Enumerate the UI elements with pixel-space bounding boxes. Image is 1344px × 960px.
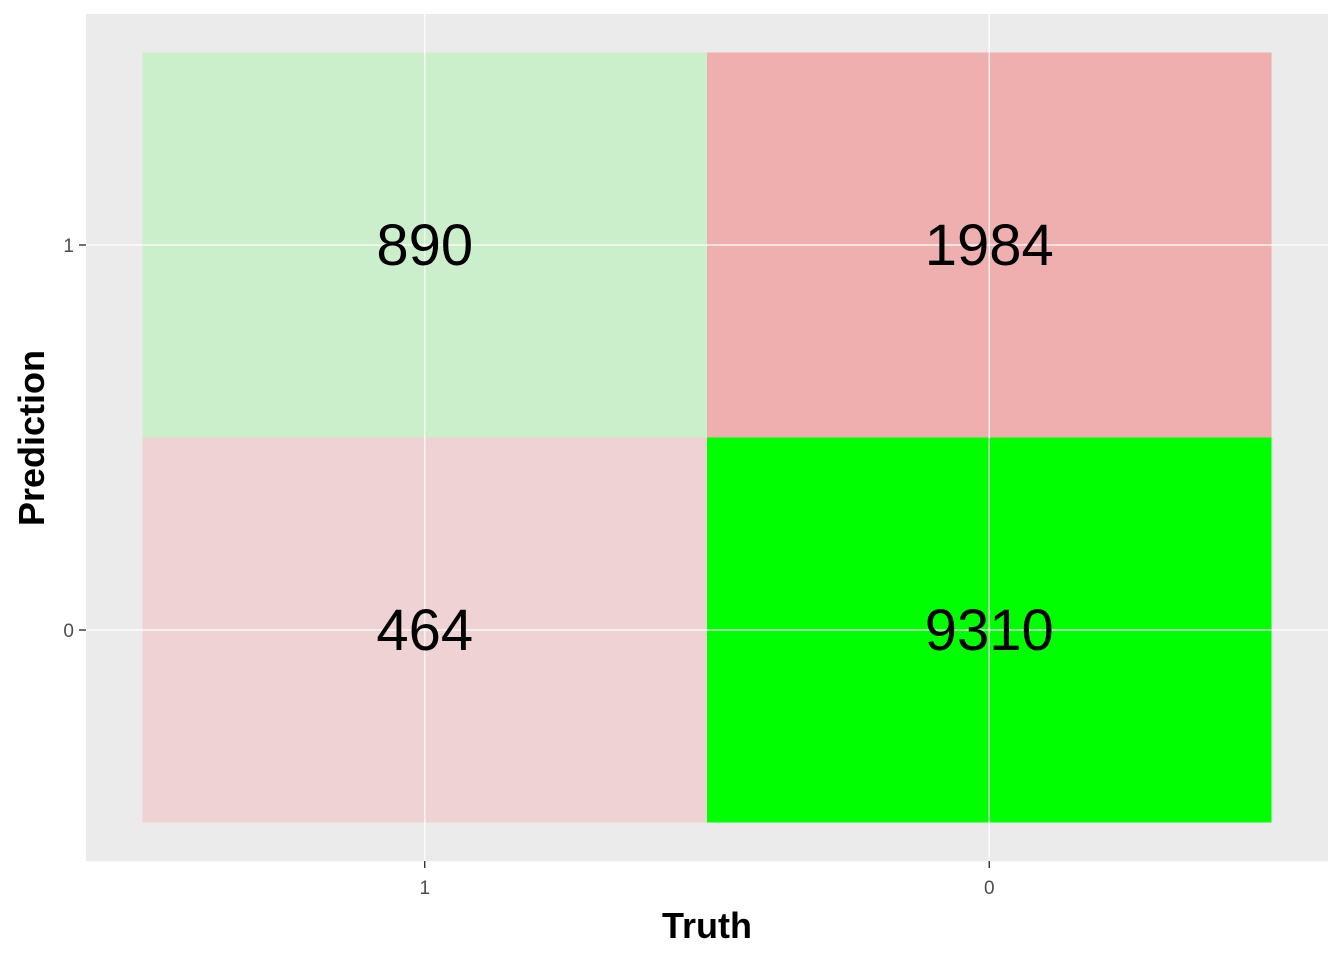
y-axis-title: Prediction (11, 350, 52, 526)
cell-value-label: 890 (376, 213, 473, 278)
y-tick-label: 0 (63, 621, 74, 642)
x-axis-title: Truth (662, 905, 752, 946)
x-tick-label: 1 (419, 878, 430, 899)
cell-labels-layer: 890 1984 464 9310 (376, 213, 1053, 663)
grid-layer (86, 14, 1328, 861)
cell-value-label: 464 (376, 598, 473, 663)
x-tick-label: 0 (984, 878, 995, 899)
y-tick-label: 1 (63, 236, 74, 257)
cells-layer (142, 52, 1272, 823)
cell-value-label: 1984 (925, 213, 1054, 278)
cell-value-label: 9310 (925, 598, 1054, 663)
y-axis: 10 (63, 236, 86, 642)
